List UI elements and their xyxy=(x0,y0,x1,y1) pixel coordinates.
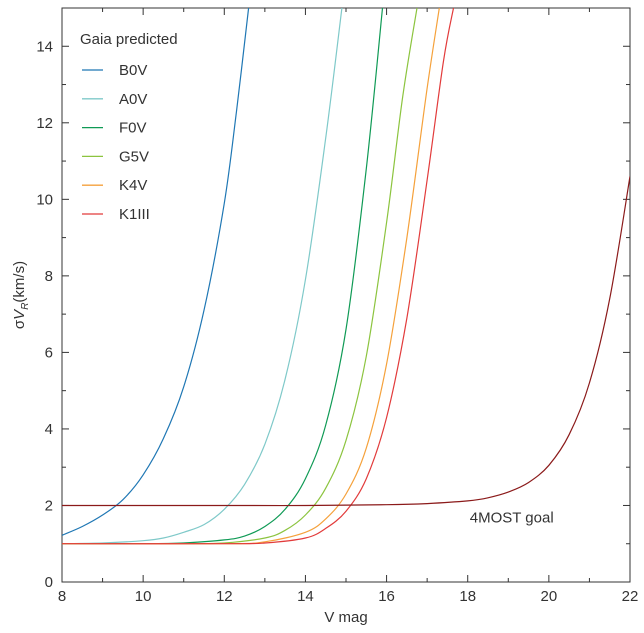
x-tick-label: 18 xyxy=(459,588,476,605)
series-line-f0v xyxy=(62,8,384,545)
y-tick-label: 6 xyxy=(45,344,53,361)
series-line-k4v xyxy=(62,8,440,545)
legend-label-a0v: A0V xyxy=(119,91,147,108)
y-axis-label-sigma: σ xyxy=(11,319,28,329)
x-tick-label: 12 xyxy=(216,588,233,605)
axis-ticks: 8 10 12 14 16 18 20 22 0 2 4 6 8 10 12 14 xyxy=(36,8,638,605)
x-axis-label: V mag xyxy=(324,609,367,626)
legend-label-k1iii: K1III xyxy=(119,206,150,223)
y-tick-label: 0 xyxy=(45,574,53,591)
x-tick-label: 10 xyxy=(135,588,152,605)
y-axis-label-sub: R xyxy=(20,303,31,310)
y-tick-label: 8 xyxy=(45,268,53,285)
legend-title: Gaia predicted xyxy=(80,31,178,48)
series-layer xyxy=(62,8,630,545)
x-tick-label: 8 xyxy=(58,588,66,605)
y-axis-label-unit: (km/s) xyxy=(11,261,28,303)
x-tick-label: 20 xyxy=(541,588,558,605)
x-tick-label: 16 xyxy=(378,588,395,605)
y-tick-label: 10 xyxy=(36,191,53,208)
legend-label-f0v: F0V xyxy=(119,120,147,137)
legend-label-k4v: K4V xyxy=(119,177,147,194)
series-line-a0v xyxy=(62,8,343,545)
legend: Gaia predicted B0V A0V F0V G5V K4V K1III xyxy=(80,31,178,223)
y-axis-label-var: V xyxy=(11,308,28,320)
legend-label-g5v: G5V xyxy=(119,148,149,165)
x-tick-label: 22 xyxy=(622,588,639,605)
legend-label-b0v: B0V xyxy=(119,62,147,79)
y-tick-label: 14 xyxy=(36,38,53,55)
series-line-k1iii xyxy=(62,8,455,545)
y-tick-label: 2 xyxy=(45,497,53,514)
y-tick-label: 12 xyxy=(36,115,53,132)
series-line-b0v xyxy=(62,8,250,536)
y-tick-label: 4 xyxy=(45,421,53,438)
series-line-4most-goal xyxy=(62,176,630,507)
y-axis-label: σVR(km/s) xyxy=(11,261,31,329)
annotation-4most-goal: 4MOST goal xyxy=(470,510,554,527)
x-tick-label: 14 xyxy=(297,588,314,605)
